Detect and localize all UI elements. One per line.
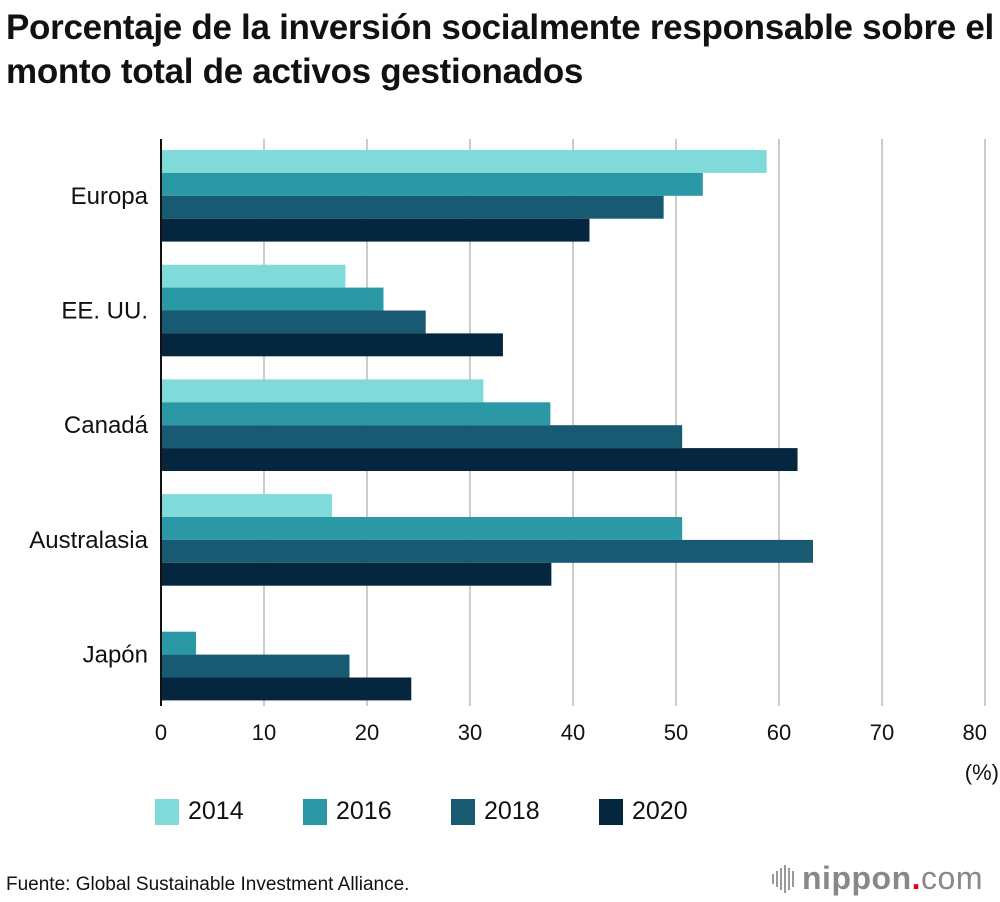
bar-jap-n-2016	[161, 631, 197, 655]
bars	[161, 150, 813, 701]
legend-label: 2014	[188, 797, 244, 825]
logo-name: nippon	[802, 860, 912, 896]
legend-label: 2016	[336, 797, 392, 825]
bar-canad-2018	[161, 425, 683, 449]
bar-canad-2016	[161, 402, 551, 426]
category-label: Japón	[83, 642, 148, 669]
x-tick-label: 0	[155, 720, 167, 745]
bar-europa-2014	[161, 150, 767, 173]
nippon-logo: nippon.com	[772, 860, 983, 897]
source-note: Fuente: Global Sustainable Investment Al…	[6, 874, 410, 895]
bar-chart: Europa EE. UU. Canadá Australasia Japón 0 10 2…	[29, 139, 999, 785]
legend-label: 2018	[484, 797, 540, 825]
bar-australasia-2018	[161, 539, 813, 563]
chart-title: Porcentaje de la inversión socialmente r…	[6, 8, 994, 91]
legend-label: 2020	[632, 797, 688, 825]
legend-swatch	[155, 798, 179, 825]
category-label: Europa	[71, 183, 149, 210]
legend-swatch	[599, 798, 623, 825]
bar-australasia-2016	[161, 517, 683, 540]
x-tick-label: 20	[355, 720, 379, 745]
legend-item-2020: 2020	[599, 797, 747, 826]
bar-canad-2020	[161, 448, 798, 471]
bar-europa-2020	[161, 218, 590, 242]
legend-item-2016: 2016	[303, 797, 451, 826]
x-tick-label: 40	[561, 720, 585, 745]
bar-australasia-2020	[161, 562, 552, 586]
x-tick-label: 70	[870, 720, 894, 745]
category-label: Australasia	[29, 527, 148, 554]
category-label: EE. UU.	[61, 298, 148, 325]
sound-wave-icon	[772, 864, 794, 893]
logo-suffix: com	[921, 860, 983, 896]
legend-item-2018: 2018	[451, 797, 599, 826]
logo-dot: .	[911, 860, 922, 896]
legend-item-2014: 2014	[155, 797, 303, 826]
x-tick-label: 50	[664, 720, 688, 745]
bar-europa-2018	[161, 195, 664, 219]
legend-swatch	[303, 798, 327, 825]
bar-jap-n-2018	[161, 654, 350, 678]
legend: 2014 2016 2018 2020	[155, 797, 747, 826]
x-tick-label: 60	[767, 720, 791, 745]
bar-canad-2014	[161, 379, 484, 403]
x-tick-label: 80	[963, 720, 987, 745]
category-labels: Europa EE. UU. Canadá Australasia Japón	[29, 183, 148, 669]
x-tick-labels: 0 10 20 30 40 50 60 70 80	[155, 720, 987, 745]
bar-ee-uu-2020	[161, 333, 503, 357]
category-label: Canadá	[64, 412, 149, 439]
logo-text: nippon.com	[802, 860, 983, 897]
bar-ee-uu-2014	[161, 264, 346, 288]
bar-ee-uu-2018	[161, 310, 426, 334]
legend-swatch	[451, 798, 475, 825]
x-axis-unit-label: (%)	[965, 760, 999, 785]
x-tick-label: 10	[252, 720, 276, 745]
bar-australasia-2014	[161, 494, 332, 517]
bar-europa-2016	[161, 172, 703, 196]
bar-ee-uu-2016	[161, 287, 384, 311]
bar-jap-n-2020	[161, 677, 412, 701]
x-tick-label: 30	[458, 720, 482, 745]
